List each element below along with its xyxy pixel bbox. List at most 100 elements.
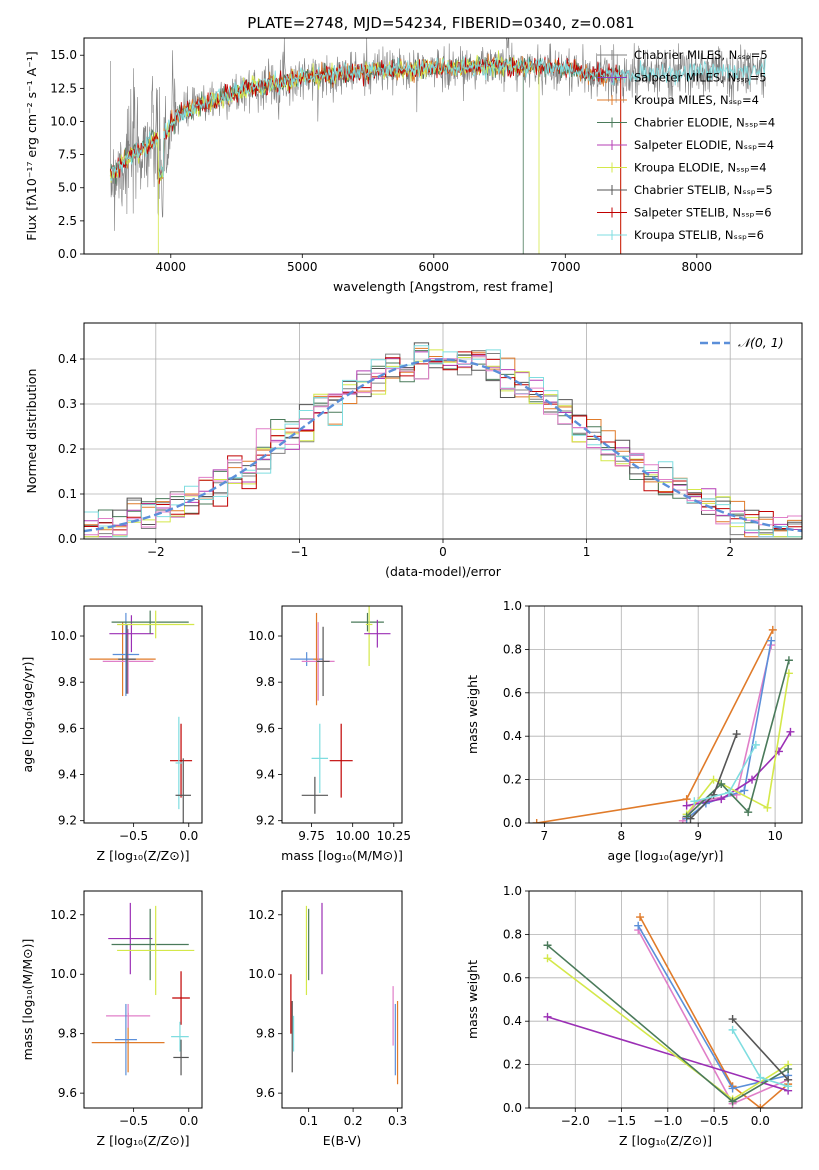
series-point [748, 775, 757, 784]
series-line [682, 644, 772, 822]
errorbar-point [175, 758, 191, 823]
x-tick-label: 7 [541, 829, 549, 843]
x-axis-label: mass [log₁₀(M/M⊙)] [281, 848, 403, 863]
y-tick-label: 0.4 [503, 1014, 522, 1028]
series-line [686, 660, 790, 818]
legend-label: Kroupa ELODIE, Nₛₛₚ=4 [634, 161, 767, 175]
legend-label: Salpeter ELODIE, Nₛₛₚ=4 [634, 138, 774, 152]
errorbar-point [365, 606, 373, 667]
series-point [784, 1082, 793, 1091]
axes-frame [83, 890, 203, 1109]
errorbar-point [102, 629, 154, 694]
y-tick-label: 9.6 [256, 1086, 275, 1100]
spectrum-model-line [109, 56, 621, 185]
y-axis-label: age [log₁₀(age/yr)] [20, 657, 35, 773]
y-tick-label: 0.0 [503, 1101, 522, 1115]
y-tick-label: 9.6 [58, 1086, 77, 1100]
plots-layer: 4000 5000 6000 7000 80000.02.55.07.510.012.5… [20, 37, 803, 1148]
series-line [547, 1016, 789, 1092]
y-tick-label: 5.0 [58, 181, 77, 195]
axes-age_vs_z: −0.5 0.0 9.2 9.4 9.6 9.8 10.0 Z [log₁₀(Z/Z⊙)] ag… [20, 605, 203, 863]
errorbar-layer [290, 606, 391, 814]
y-tick-label: 0.8 [503, 642, 522, 656]
y-tick-label: 0.1 [58, 487, 77, 501]
errorbar-point [170, 723, 193, 798]
histogram-step-line [84, 345, 802, 538]
x-tick-label: 0.2 [344, 1114, 363, 1128]
x-tick-label: 0 [439, 545, 447, 559]
y-tick-label: 9.8 [256, 1027, 275, 1041]
y-axis-label: Flux [fλ10⁻¹⁷ erg cm⁻² s⁻¹ A⁻¹] [24, 51, 39, 240]
x-tick-label: 8 [617, 829, 625, 843]
axes-mass_vs_z: −0.5 0.0 9.6 9.8 10.0 10.2 Z [log₁₀(Z/Z⊙)] mass… [20, 890, 203, 1148]
series-point [682, 801, 691, 810]
y-tick-label: 0.2 [503, 1058, 522, 1072]
series-point [728, 1097, 737, 1106]
y-tick-label: 7.5 [58, 148, 77, 162]
y-tick-label: 0.4 [503, 729, 522, 743]
legend-label: Salpeter MILES, Nₛₛₚ=5 [634, 71, 767, 85]
y-axis-label: mass weight [465, 960, 480, 1039]
x-tick-label: 1 [583, 545, 591, 559]
errorbar-layer [290, 902, 399, 1085]
y-tick-label: 0.0 [58, 532, 77, 546]
y-tick-label: 0.6 [503, 686, 522, 700]
series-point [786, 727, 795, 736]
errorbar-point [175, 716, 183, 810]
y-axis-label: mass [log₁₀(M/M⊙)] [20, 939, 35, 1061]
errorbar-point [118, 624, 136, 694]
y-tick-label: 0.3 [58, 397, 77, 411]
errorbar-point [173, 1039, 189, 1076]
y-tick-label: 9.8 [58, 1027, 77, 1041]
legend-label: Kroupa MILES, Nₛₛₚ=4 [634, 93, 759, 107]
x-tick-label: 5000 [287, 260, 318, 274]
histogram-step-line [84, 351, 802, 531]
x-tick-label: −0.5 [119, 1114, 148, 1128]
errorbar-point [117, 610, 195, 639]
axes-frame [528, 890, 803, 1109]
errorbar-point [172, 971, 190, 1025]
series-point [543, 941, 552, 950]
series-point [756, 1104, 765, 1108]
x-tick-label: 10 [767, 829, 782, 843]
y-tick-label: 9.2 [58, 814, 77, 828]
axes-residuals: −2 −1 0 1 2 0.0 0.1 0.2 0.3 0.4 (data-model)/error… [24, 322, 803, 579]
y-tick-label: 10.0 [50, 114, 77, 128]
errorbar-layer [89, 610, 195, 823]
x-tick-label: 8000 [682, 260, 713, 274]
errorbar-point [171, 1021, 189, 1052]
x-axis-label: (data-model)/error [385, 564, 502, 579]
y-tick-label: 9.8 [58, 675, 77, 689]
errorbar-point [311, 723, 329, 793]
series-layer [532, 625, 795, 823]
series-point [709, 790, 718, 799]
legend-label: 𝒩(0, 1) [738, 335, 784, 350]
errorbar-point [329, 723, 353, 798]
series-point [767, 636, 776, 645]
y-tick-label: 12.5 [50, 81, 77, 95]
errorbar-point [351, 612, 384, 632]
x-tick-label: 7000 [550, 260, 581, 274]
x-axis-label: Z [log₁₀(Z/Z⊙)] [97, 1133, 190, 1148]
errorbar-point [111, 610, 189, 634]
legend-label: Kroupa STELIB, Nₛₛₚ=6 [634, 228, 764, 242]
series-point [728, 1084, 737, 1093]
series-point [532, 819, 541, 823]
y-tick-label: 10.0 [50, 967, 77, 981]
histogram-layer [84, 342, 802, 538]
series-point [717, 795, 726, 804]
y-tick-label: 10.2 [248, 908, 275, 922]
y-tick-label: 15.0 [50, 48, 77, 62]
y-tick-label: 9.6 [256, 721, 275, 735]
y-tick-label: 0.0 [58, 247, 77, 261]
spectrum-lines [109, 38, 766, 254]
y-tick-label: 9.4 [256, 768, 275, 782]
y-tick-label: 9.4 [58, 768, 77, 782]
y-tick-label: 1.0 [503, 599, 522, 613]
x-tick-label: 2 [726, 545, 734, 559]
x-axis-label: Z [log₁₀(Z/Z⊙)] [97, 848, 190, 863]
series-point [756, 1073, 765, 1082]
errorbar-layer [91, 902, 195, 1076]
x-tick-label: −1.5 [607, 1114, 636, 1128]
x-tick-label: −2 [147, 545, 165, 559]
